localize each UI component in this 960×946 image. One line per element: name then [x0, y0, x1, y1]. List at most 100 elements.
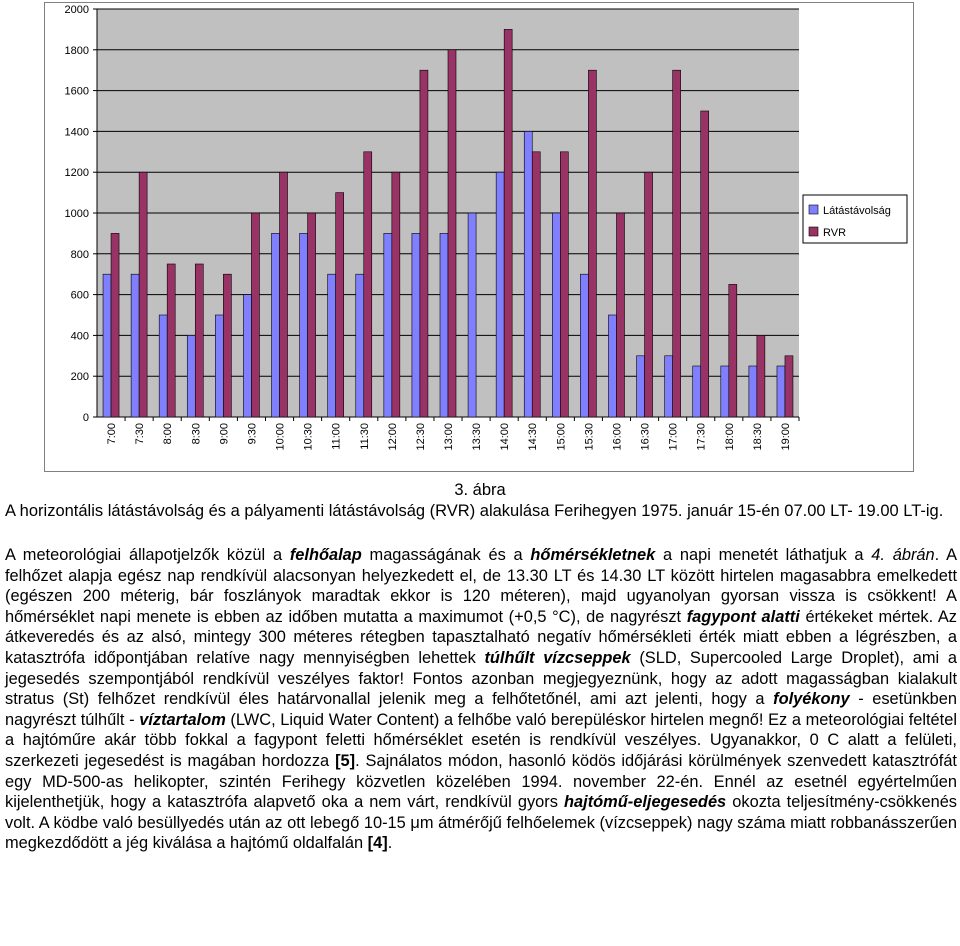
bar-latastavolsag [186, 335, 196, 418]
y-tick-label: 200 [71, 371, 89, 383]
text-run: . Sajnálatos módon, hasonló ködös időjár… [5, 751, 957, 812]
x-tick-label: 17:00 [668, 423, 680, 451]
x-tick-label: 15:00 [555, 423, 567, 451]
bar-latastavolsag [692, 365, 702, 418]
bar-rvr [110, 233, 120, 418]
bar-latastavolsag [608, 314, 617, 418]
legend-label: Látástávolság [823, 205, 891, 217]
bar-latastavolsag [271, 233, 280, 418]
term-below-freezing: fagypont alatti [686, 607, 800, 626]
text-run: magasságának és a [361, 546, 531, 564]
text-run: értékeket mértek. Az átkeveredés és az a… [5, 607, 957, 667]
bar-latastavolsag [495, 171, 505, 418]
bar-rvr [672, 69, 681, 418]
bar-rvr [251, 212, 260, 418]
bar-rvr [307, 212, 316, 418]
bar-rvr [784, 355, 794, 418]
bar-latastavolsag [636, 355, 645, 418]
bar-rvr [335, 192, 344, 418]
x-tick-label: 14:30 [527, 423, 539, 451]
text-run: a napi menetét láthatjuk a [655, 546, 872, 564]
text-run: A meteorológiai állapotjelzők közül a [5, 546, 290, 564]
x-tick-label: 11:00 [331, 423, 343, 450]
figure-number: 3. ábra [454, 481, 506, 499]
text-run: . [387, 834, 393, 853]
bar-rvr [447, 49, 457, 418]
bar-latastavolsag [383, 233, 393, 418]
bar-latastavolsag [720, 365, 730, 418]
legend-swatch [808, 226, 819, 237]
body-paragraph: A meteorológiai állapotjelzők közül a fe… [5, 545, 957, 854]
x-tick-label: 12:00 [387, 423, 399, 451]
y-tick-label: 1800 [65, 45, 89, 57]
bar-latastavolsag [748, 365, 758, 418]
bar-rvr [560, 151, 569, 418]
bar-rvr [166, 263, 176, 418]
bar-latastavolsag [523, 131, 533, 418]
figure-reference: 4. ábrán [871, 546, 935, 564]
x-tick-label: 13:00 [443, 423, 455, 451]
x-tick-label: 9:30 [246, 423, 258, 444]
bar-rvr [531, 151, 541, 418]
x-tick-label: 19:00 [780, 423, 792, 451]
bar-rvr [644, 171, 653, 418]
bar-rvr [419, 69, 429, 418]
bar-rvr [138, 171, 148, 418]
legend-label: RVR [823, 227, 846, 239]
x-tick-label: 10:30 [303, 423, 315, 451]
x-tick-label: 13:30 [471, 423, 483, 451]
x-tick-label: 16:30 [640, 423, 652, 451]
bar-rvr [616, 212, 625, 418]
y-tick-label: 1200 [65, 167, 89, 179]
x-tick-label: 12:30 [415, 423, 427, 451]
x-tick-label: 15:30 [583, 423, 595, 451]
bar-latastavolsag [580, 273, 589, 418]
term-temperature: hőmérsékletnek [530, 546, 656, 564]
bar-rvr [194, 263, 204, 418]
bar-rvr [700, 110, 710, 418]
x-tick-label: 16:00 [611, 423, 623, 451]
citation-4: [4] [367, 834, 388, 853]
y-tick-label: 400 [71, 330, 89, 342]
bar-latastavolsag [327, 273, 336, 418]
term-cloud-base: felhőalap [289, 546, 362, 564]
term-sld: túlhűlt vízcseppek [484, 648, 631, 667]
text-run: . A felhőzet alapja egész nap rendkívül … [5, 546, 957, 626]
text-run: (SLD, Supercooled Large Droplet), ami a … [5, 648, 957, 709]
text-run: okozta teljesítmény-csökkenés volt. A kö… [5, 793, 957, 853]
chart-frame: 0 200 400 600 800 1000 1200 1400 1600 1800 2000 7:0… [44, 2, 914, 472]
x-tick-label: 14:00 [499, 423, 511, 451]
bar-latastavolsag [552, 212, 561, 418]
bar-latastavolsag [467, 212, 477, 418]
x-tick-label: 8:30 [190, 423, 202, 444]
x-tick-label: 7:30 [134, 423, 146, 444]
x-tick-label: 8:00 [162, 423, 174, 444]
y-tick-label: 1000 [65, 208, 89, 220]
y-tick-label: 1600 [65, 86, 89, 98]
bar-rvr [223, 273, 232, 418]
bar-rvr [756, 335, 766, 418]
bar-rvr [588, 69, 597, 418]
y-tick-label: 0 [83, 412, 89, 424]
bar-latastavolsag [439, 233, 449, 418]
bar-latastavolsag [355, 273, 365, 418]
bar-latastavolsag [411, 233, 421, 418]
x-tick-label: 18:30 [752, 423, 764, 451]
bar-rvr [503, 29, 513, 418]
x-tick-label: 10:00 [275, 423, 287, 451]
bar-latastavolsag [243, 294, 252, 418]
y-tick-label: 800 [71, 249, 89, 261]
x-tick-label: 11:30 [359, 423, 371, 450]
citation-5: [5] [335, 751, 356, 770]
legend-swatch [808, 204, 819, 215]
text-run: (LWC, Liquid Water Content) a felhőbe va… [5, 710, 957, 770]
bar-chart: 0 200 400 600 800 1000 1200 1400 1600 1800 2000 7:0… [65, 4, 908, 451]
bar-latastavolsag [102, 273, 112, 418]
bar-rvr [363, 151, 373, 418]
x-tick-label: 7:00 [106, 423, 118, 444]
term-engine-icing: hajtómű-eljegesedés [564, 793, 727, 812]
bar-latastavolsag [130, 273, 140, 418]
y-tick-label: 2000 [65, 4, 89, 16]
bar-latastavolsag [664, 355, 673, 418]
figure-caption: A horizontális látástávolság és a pályam… [5, 502, 944, 520]
